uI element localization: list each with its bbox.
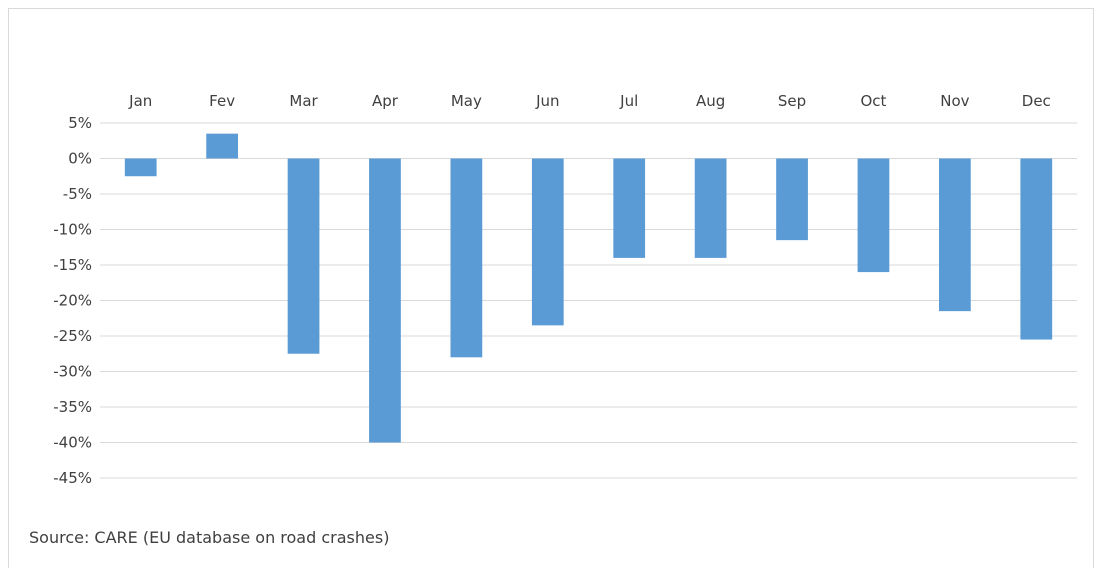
x-tick-label: May (451, 92, 482, 110)
bar (206, 133, 239, 159)
bar (613, 158, 646, 258)
x-tick-label: Nov (940, 92, 969, 110)
bar (857, 158, 890, 273)
x-tick-label: Dec (1022, 92, 1051, 110)
bar (287, 158, 320, 354)
bar (938, 158, 971, 312)
y-tick-label: -25% (53, 327, 92, 345)
y-tick-label: 5% (68, 114, 92, 132)
x-tick-label: Jun (535, 92, 559, 110)
y-tick-label: -5% (63, 185, 92, 203)
bar (369, 158, 401, 443)
bar (694, 158, 727, 258)
y-tick-label: 0% (68, 150, 92, 168)
y-tick-label: -20% (53, 292, 92, 310)
bars (124, 133, 1053, 443)
y-axis-ticks: 5% 0% -5% -10% -15% -20% -25% -30% -35% -40% -45% (53, 114, 92, 487)
x-tick-label: Aug (696, 92, 725, 110)
x-tick-label: Oct (860, 92, 886, 110)
x-tick-label: Fev (209, 92, 235, 110)
gridlines (100, 122, 1077, 479)
x-tick-label: Mar (289, 92, 318, 110)
bar (450, 158, 483, 358)
x-tick-label: Sep (778, 92, 806, 110)
x-axis-ticks: Jan Fev Mar Apr May Jun Jul Aug Sep Oct Nov Dec (128, 92, 1051, 110)
x-tick-label: Jul (619, 92, 638, 110)
y-tick-label: -45% (53, 469, 92, 487)
source-note: Source: CARE (EU database on road crashe… (29, 528, 390, 547)
x-tick-label: Apr (372, 92, 399, 110)
bar (776, 158, 808, 241)
x-tick-label: Jan (128, 92, 152, 110)
y-tick-label: -35% (53, 398, 92, 416)
y-tick-label: -40% (53, 434, 92, 452)
bar (124, 158, 157, 177)
y-tick-label: -10% (53, 221, 92, 239)
y-tick-label: -30% (53, 363, 92, 381)
y-tick-label: -15% (53, 256, 92, 274)
bar (1020, 158, 1053, 340)
bar-chart: 5%0%-5%-10%-15%-20%-25%-30%-35%-40%-45% … (53, 92, 1077, 487)
bar (531, 158, 564, 326)
